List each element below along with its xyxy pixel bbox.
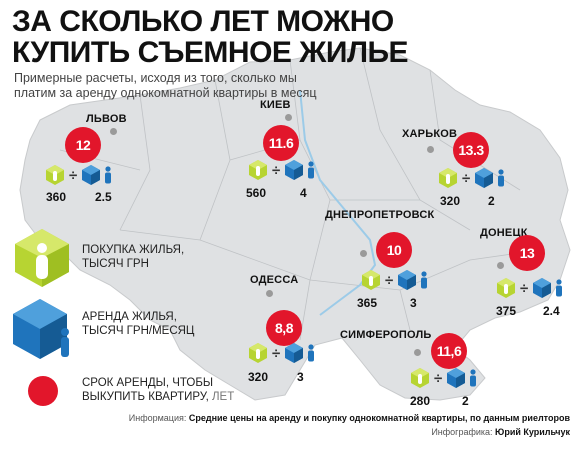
price-simferopol: 280 — [410, 394, 431, 408]
legend-term-unit: ЛЕТ — [211, 391, 235, 403]
region-borders — [59, 47, 541, 341]
rent-dnipro: 3 — [410, 296, 417, 310]
legend-term-line-1: СРОК АРЕНДЫ, ЧТОБЫ — [82, 377, 214, 389]
divide-icon: ÷ — [272, 162, 281, 179]
page-title: ЗА СКОЛЬКО ЛЕТ МОЖНО КУПИТЬ СЪЕМНОЕ ЖИЛЬ… — [12, 5, 409, 69]
legend-rent-line-2: ТЫСЯЧ ГРН/МЕСЯЦ — [82, 325, 195, 337]
dnipro-river — [299, 89, 377, 316]
purchase-hex-icon — [411, 368, 429, 388]
rent-kyiv: 4 — [300, 186, 307, 200]
person-icon — [308, 161, 314, 179]
divide-icon: ÷ — [462, 170, 471, 187]
years-badge-dnipro: 10 — [376, 232, 412, 268]
rent-hex-icon — [82, 165, 100, 185]
title-line-1: ЗА СКОЛЬКО ЛЕТ МОЖНО — [12, 5, 394, 38]
title-line-2: КУПИТЬ СЪЕМНОЕ ЖИЛЬЕ — [12, 36, 409, 69]
city-name-simferopol: СИМФЕРОПОЛЬ — [340, 329, 432, 341]
person-icon — [556, 279, 562, 297]
legend-rent-label: АРЕНДА ЖИЛЬЯ, ТЫСЯЧ ГРН/МЕСЯЦ — [82, 310, 194, 338]
price-kyiv: 560 — [246, 186, 267, 200]
city-name-dnipro: ДНЕПРОПЕТРОВСК — [325, 209, 435, 221]
legend-term-circle-icon — [28, 376, 58, 406]
price-odesa: 320 — [248, 370, 269, 384]
rent-lviv: 2.5 — [95, 190, 112, 204]
graphics-credit: Инфографика: Юрий Курильчук — [431, 427, 570, 437]
divide-icon: ÷ — [434, 370, 443, 387]
years-badge-kharkiv: 13.3 — [453, 132, 489, 168]
rent-hex-icon — [475, 168, 493, 188]
person-icon — [421, 271, 427, 289]
legend-term-label: СРОК АРЕНДЫ, ЧТОБЫ ВЫКУПИТЬ КВАРТИРУ, ЛЕ… — [82, 376, 234, 404]
person-icon — [308, 344, 314, 362]
purchase-hex-icon — [249, 343, 267, 363]
rent-donetsk: 2.4 — [543, 304, 560, 318]
city-name-kyiv: КИЕВ — [260, 99, 291, 111]
purchase-hex-icon — [439, 168, 457, 188]
rent-hex-icon — [285, 343, 303, 363]
purchase-hex-icon — [46, 165, 64, 185]
rent-hex-icon — [447, 368, 465, 388]
purchase-hex-icon — [497, 278, 515, 298]
years-badge-odesa: 8,8 — [266, 310, 302, 346]
city-dot-dnipro — [360, 250, 367, 257]
rent-kharkiv: 2 — [488, 194, 495, 208]
divide-icon: ÷ — [272, 345, 281, 362]
price-dnipro: 365 — [357, 296, 378, 310]
person-icon — [470, 369, 476, 387]
city-dot-donetsk — [497, 262, 504, 269]
graphics-label: Инфографика: — [431, 427, 493, 437]
city-name-donetsk: ДОНЕЦК — [480, 227, 528, 239]
rent-hex-icon — [533, 278, 551, 298]
years-badge-lviv: 12 — [65, 127, 101, 163]
subtitle-line-1: Примерные расчеты, исходя из того, сколь… — [14, 71, 297, 85]
info-label: Информация: — [128, 413, 187, 423]
purchase-hex-icon — [362, 270, 380, 290]
price-lviv: 360 — [46, 190, 67, 204]
legend-purchase-line-2: ТЫСЯЧ ГРН — [82, 258, 149, 270]
city-dot-lviv — [110, 128, 117, 135]
city-name-kharkiv: ХАРЬКОВ — [402, 128, 458, 140]
city-dot-odesa — [266, 290, 273, 297]
purchase-hex-icon — [249, 160, 267, 180]
divide-icon: ÷ — [69, 167, 78, 184]
years-badge-kyiv: 11.6 — [263, 125, 299, 161]
legend-rent-line-1: АРЕНДА ЖИЛЬЯ, — [82, 311, 177, 323]
subtitle-line-2: платим за аренду однокомнатной квартиры … — [14, 86, 317, 100]
rent-simferopol: 2 — [462, 394, 469, 408]
person-icon — [498, 169, 504, 187]
city-name-odesa: ОДЕССА — [250, 274, 299, 286]
ukraine-map-shape — [19, 47, 571, 401]
legend-purchase-line-1: ПОКУПКА ЖИЛЬЯ, — [82, 244, 185, 256]
city-name-lviv: ЛЬВОВ — [86, 113, 127, 125]
legend-term-line-2: ВЫКУПИТЬ КВАРТИРУ, — [82, 391, 209, 403]
graphics-author: Юрий Курильчук — [495, 427, 570, 437]
price-kharkiv: 320 — [440, 194, 461, 208]
legend-rent-hex-icon — [13, 299, 69, 359]
rent-hex-icon — [285, 160, 303, 180]
rent-odesa: 3 — [297, 370, 304, 384]
city-dot-kharkiv — [427, 146, 434, 153]
price-donetsk: 375 — [496, 304, 517, 318]
years-badge-donetsk: 13 — [509, 235, 545, 271]
city-dot-kyiv — [285, 114, 292, 121]
divide-icon: ÷ — [385, 272, 394, 289]
info-credit: Информация: Средние цены на аренду и пок… — [129, 413, 570, 423]
person-icon — [105, 166, 111, 184]
info-text: Средние цены на аренду и покупку одноком… — [188, 413, 570, 423]
rent-hex-icon — [398, 270, 416, 290]
legend-purchase-hex-icon — [15, 229, 69, 287]
years-badge-simferopol: 11,6 — [431, 333, 467, 369]
subtitle: Примерные расчеты, исходя из того, сколь… — [14, 71, 334, 101]
divide-icon: ÷ — [520, 280, 529, 297]
city-dot-simferopol — [414, 349, 421, 356]
legend-purchase-label: ПОКУПКА ЖИЛЬЯ, ТЫСЯЧ ГРН — [82, 243, 184, 271]
